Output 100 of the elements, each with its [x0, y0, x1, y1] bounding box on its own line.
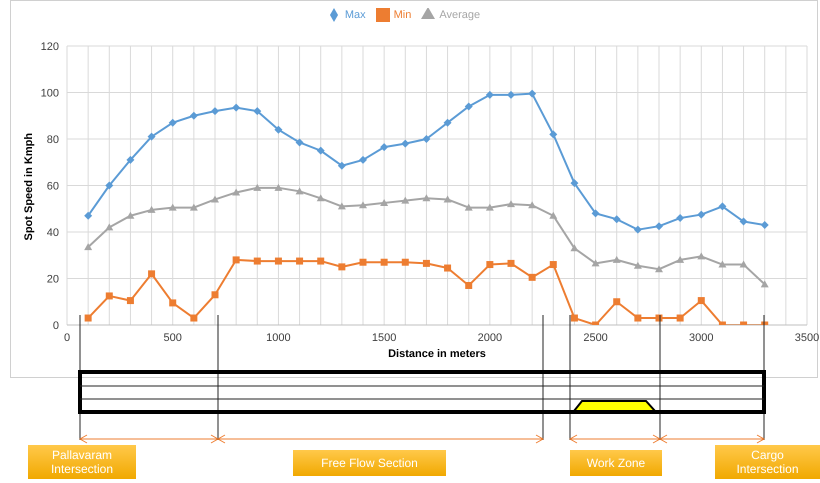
- point: [549, 130, 558, 138]
- point: [126, 156, 134, 164]
- point: [401, 196, 410, 204]
- y-tick-label: 40: [46, 226, 59, 239]
- point: [316, 146, 325, 155]
- point: [317, 258, 324, 265]
- point: [253, 107, 262, 116]
- point: [106, 292, 113, 300]
- point: [528, 201, 536, 208]
- text: Pallavaram Intersection: [28, 445, 136, 479]
- point: [360, 258, 366, 266]
- y-tick-label: 100: [40, 87, 59, 100]
- point: [190, 112, 198, 120]
- point: [422, 260, 430, 267]
- point: [718, 260, 726, 268]
- point: [274, 258, 282, 265]
- point: [508, 260, 514, 267]
- point: [718, 202, 726, 210]
- legend-label: Max: [344, 8, 366, 21]
- point: [486, 90, 494, 99]
- point: [211, 195, 219, 202]
- point: [274, 126, 282, 134]
- point: [697, 252, 706, 260]
- x-tick-label: 3500: [794, 332, 820, 344]
- point: [338, 202, 346, 210]
- point: [760, 280, 769, 288]
- point: [190, 204, 198, 211]
- x-tick-label: 500: [164, 332, 182, 344]
- point: [740, 218, 748, 226]
- point: [507, 200, 515, 208]
- point: [634, 314, 642, 322]
- point: [274, 184, 282, 191]
- y-tick-label: 0: [52, 320, 59, 332]
- y-tick-label: 120: [40, 40, 59, 53]
- legend-label: Average: [439, 8, 480, 21]
- y-tick-label: 80: [46, 134, 59, 146]
- point: [550, 261, 557, 268]
- x-tick-label: 0: [64, 332, 70, 344]
- point: [655, 222, 663, 230]
- point: [464, 102, 473, 110]
- point: [570, 179, 578, 188]
- point: [338, 162, 346, 170]
- point: [380, 198, 388, 206]
- point: [444, 118, 452, 127]
- point: [84, 314, 92, 322]
- point: [528, 90, 536, 98]
- point: [168, 118, 177, 127]
- point: [359, 201, 367, 208]
- y-tick-label: 20: [46, 273, 59, 286]
- point: [359, 156, 367, 164]
- y-tick-label: 60: [46, 180, 59, 192]
- point: [613, 298, 620, 306]
- point: [549, 212, 558, 219]
- point: [612, 256, 621, 263]
- point: [698, 297, 705, 304]
- point: [422, 194, 430, 202]
- text: Cargo Intersection: [715, 445, 820, 479]
- point: [465, 282, 472, 289]
- x-tick-label: 1500: [372, 332, 396, 344]
- point: [380, 143, 388, 152]
- x-tick-label: 1000: [266, 332, 291, 344]
- point: [760, 221, 769, 230]
- point: [296, 187, 304, 194]
- point: [232, 104, 240, 112]
- point: [676, 256, 684, 263]
- point: [655, 265, 663, 272]
- point: [676, 314, 684, 322]
- point: [84, 243, 92, 250]
- text: Work Zone: [570, 450, 662, 476]
- point: [676, 214, 684, 222]
- point: [148, 270, 156, 278]
- point: [148, 206, 156, 213]
- point: [338, 263, 346, 270]
- point: [126, 297, 134, 304]
- x-tick-label: 2500: [583, 332, 608, 344]
- point: [254, 258, 261, 265]
- point: [592, 209, 600, 218]
- point: [444, 195, 452, 202]
- point: [168, 204, 177, 211]
- point: [232, 188, 240, 196]
- point: [570, 314, 578, 322]
- point: [507, 90, 515, 99]
- point: [464, 204, 473, 211]
- legend-label: Min: [394, 8, 412, 21]
- point: [592, 259, 600, 266]
- x-tick-label: 3000: [689, 332, 714, 344]
- point: [740, 260, 748, 268]
- point: [570, 244, 578, 252]
- point: [634, 262, 642, 269]
- point: [486, 261, 494, 268]
- point: [422, 135, 430, 143]
- point: [316, 194, 325, 202]
- point: [190, 314, 198, 322]
- x-tick-label: 2000: [478, 332, 502, 344]
- point: [402, 258, 409, 266]
- text: Free Flow Section: [293, 450, 446, 476]
- point: [84, 212, 92, 220]
- point: [105, 182, 114, 190]
- y-axis-title: Spot Speed in Kmph: [22, 132, 35, 240]
- point: [232, 256, 240, 264]
